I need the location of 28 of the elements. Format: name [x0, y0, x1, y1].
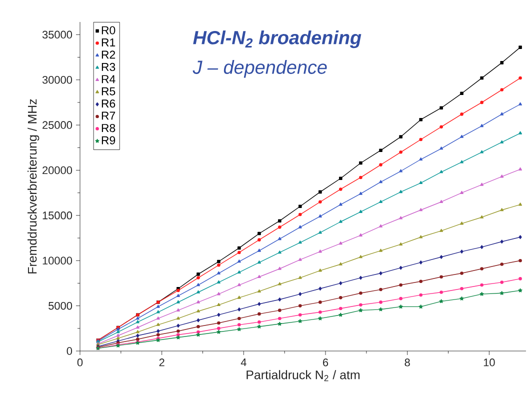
text: J – dependence: [192, 60, 327, 78]
y-axis-title: Fremddruckverbreiterung / MHz: [28, 99, 40, 274]
x-tick-label: 0: [77, 358, 83, 366]
x-tick-label: 10: [484, 358, 495, 366]
x-tick-label: 4: [240, 358, 246, 366]
legend-label: R6: [102, 100, 116, 108]
legend-label: R3: [102, 62, 116, 72]
legend-label: R5: [102, 87, 116, 96]
legend-label: R1: [102, 38, 116, 46]
y-tick-label: 15000: [42, 212, 72, 220]
x-tick-label: 2: [159, 358, 164, 366]
y-tick-label: 20000: [42, 166, 72, 174]
x-tick-label: 8: [404, 358, 410, 366]
legend-label: R8: [102, 124, 116, 132]
y-tick-label: 25000: [42, 121, 72, 129]
legend-label: R9: [102, 136, 116, 144]
x-tick-label: 6: [323, 358, 328, 366]
legend-label: R0: [102, 26, 116, 34]
legend-label: R7: [102, 112, 116, 120]
y-tick-label: 10000: [42, 256, 72, 264]
chart-title: HCl-N$_{2}$ broadening: [193, 30, 362, 48]
y-tick-label: 35000: [42, 30, 72, 39]
legend-label: R4: [102, 75, 116, 84]
x-axis-title: Partialdruck N$_{2}$ / atm: [246, 370, 360, 382]
y-tick-label: 30000: [42, 76, 72, 84]
legend-label: R2: [102, 50, 116, 59]
y-tick-label: 0: [66, 347, 72, 355]
y-tick-label: 5000: [48, 302, 72, 310]
